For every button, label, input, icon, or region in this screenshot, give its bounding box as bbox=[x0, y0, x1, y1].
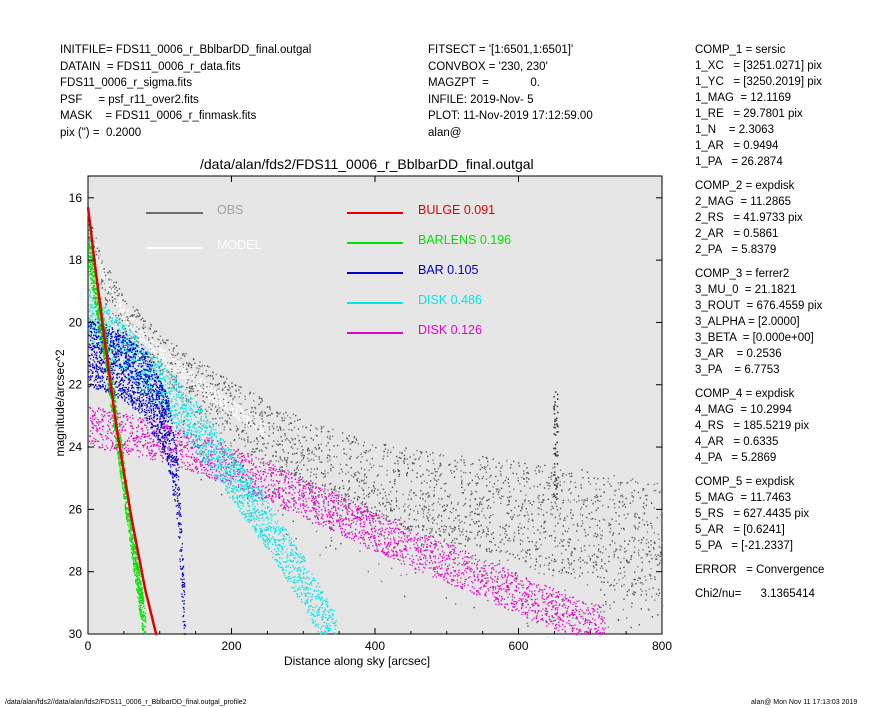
parameter-line: 2_MAG = 11.2865 bbox=[695, 196, 792, 208]
parameter-line: 4_RS = 185.5219 pix bbox=[695, 420, 810, 432]
parameter-line: 5_MAG = 11.7463 bbox=[695, 492, 792, 504]
parameter-line: 3_PA = 6.7753 bbox=[695, 364, 780, 376]
parameter-line: COMP_5 = expdisk bbox=[695, 476, 795, 488]
parameter-line: Chi2/nu= 3.1365414 bbox=[695, 588, 815, 600]
parameter-line: 3_ALPHA = [2.0000] bbox=[695, 316, 800, 328]
y-tick-label: 28 bbox=[69, 565, 83, 579]
header-line: PSF = psf_r11_over2.fits bbox=[60, 93, 199, 106]
y-tick-label: 22 bbox=[69, 378, 83, 392]
x-tick-label: 800 bbox=[652, 639, 672, 653]
parameter-line: 3_AR = 0.2536 bbox=[695, 348, 782, 360]
x-tick-label: 400 bbox=[365, 639, 385, 653]
header-line: INITFILE= FDS11_0006_r_BblbarDD_final.ou… bbox=[60, 44, 312, 56]
header-line: DATAIN = FDS11_0006_r_data.fits bbox=[60, 60, 241, 73]
header-middle-block: FITSECT = '[1:6501,1:6501]' CONVBOX = '23… bbox=[428, 42, 593, 142]
parameter-line: COMP_1 = sersic bbox=[695, 44, 786, 56]
parameter-line: COMP_3 = ferrer2 bbox=[695, 268, 790, 280]
parameter-line: 3_MU_0 = 21.1821 bbox=[695, 284, 797, 296]
parameter-line: COMP_2 = expdisk bbox=[695, 180, 795, 192]
header-line: pix (") = 0.2000 bbox=[60, 126, 142, 139]
header-line: MAGZPT = 0. bbox=[428, 77, 540, 90]
header-line: PLOT: 11-Nov-2019 17:12:59.00 bbox=[428, 110, 593, 123]
parameter-line: 3_ROUT = 676.4559 pix bbox=[695, 300, 823, 312]
header-line: INFILE: 2019-Nov- 5 bbox=[428, 93, 534, 106]
legend-label: BAR 0.105 bbox=[418, 263, 479, 277]
y-tick-label: 20 bbox=[69, 315, 83, 329]
x-tick-label: 200 bbox=[221, 639, 241, 653]
parameter-line: 5_AR = [0.6241] bbox=[695, 524, 785, 536]
legend-label: MODEL bbox=[217, 238, 262, 252]
y-tick-label: 24 bbox=[69, 440, 83, 454]
parameter-line: ERROR = Convergence bbox=[695, 564, 825, 576]
parameter-line: 5_RS = 627.4435 pix bbox=[695, 508, 810, 520]
header-left-block: INITFILE= FDS11_0006_r_BblbarDD_final.ou… bbox=[60, 42, 311, 142]
parameter-line: 5_PA = [-21.2337] bbox=[695, 540, 793, 552]
x-tick-label: 600 bbox=[508, 639, 528, 653]
header-line: CONVBOX = '230, 230' bbox=[428, 60, 548, 73]
parameter-line: 1_PA = 26.2874 bbox=[695, 156, 783, 168]
y-tick-label: 26 bbox=[69, 502, 83, 516]
parameter-line: 3_BETA = [0.000e+00] bbox=[695, 332, 814, 344]
y-axis-label: magnitude/arcsec^2 bbox=[53, 349, 67, 456]
legend-label: DISK 0.486 bbox=[418, 293, 482, 307]
plot-title: /data/alan/fds2/FDS11_0006_r_BblbarDD_fi… bbox=[200, 156, 534, 172]
header-line: FDS11_0006_r_sigma.fits bbox=[60, 77, 193, 90]
x-axis-label: Distance along sky [arcsec] bbox=[284, 654, 430, 668]
footer-file-path: /data/alan/fds2//data/alan/fds2/FDS11_00… bbox=[5, 699, 247, 706]
header-line: alan@ bbox=[428, 126, 462, 139]
parameter-line: 4_AR = 0.6335 bbox=[695, 436, 779, 448]
parameter-line: 1_N = 2.3063 bbox=[695, 124, 774, 136]
parameter-line: 1_XC = [3251.0271] pix bbox=[695, 60, 822, 72]
model-points bbox=[88, 222, 269, 439]
legend-label: BARLENS 0.196 bbox=[418, 233, 511, 247]
y-tick-label: 18 bbox=[69, 253, 83, 267]
y-tick-label: 16 bbox=[69, 191, 83, 205]
parameter-line: 4_PA = 5.2869 bbox=[695, 452, 777, 464]
parameter-line: 1_YC = [3250.2019] pix bbox=[695, 76, 822, 88]
legend-label: OBS bbox=[217, 203, 243, 217]
plot-area bbox=[87, 175, 663, 635]
header-line: FITSECT = '[1:6501,1:6501]' bbox=[428, 44, 574, 56]
footer-timestamp: alan@ Mon Nov 11 17:13:03 2019 bbox=[751, 699, 858, 706]
obs-points bbox=[88, 215, 664, 635]
parameter-line: 2_RS = 41.9733 pix bbox=[695, 212, 803, 224]
fit-parameters-panel: COMP_1 = sersic 1_XC = [3251.0271] pix 1_Y… bbox=[695, 42, 824, 602]
y-tick-label: 30 bbox=[69, 627, 83, 641]
parameter-line: 1_MAG = 12.1169 bbox=[695, 92, 792, 104]
bulge-line bbox=[86, 207, 158, 636]
parameter-line: 1_RE = 29.7801 pix bbox=[695, 108, 803, 120]
header-line: MASK = FDS11_0006_r_finmask.fits bbox=[60, 110, 257, 123]
parameter-line: 1_AR = 0.9494 bbox=[695, 140, 779, 152]
parameter-line: 2_PA = 5.8379 bbox=[695, 244, 777, 256]
x-tick-label: 0 bbox=[85, 639, 92, 653]
parameter-line: 4_MAG = 10.2994 bbox=[695, 404, 792, 416]
parameter-line: 2_AR = 0.5861 bbox=[695, 228, 779, 240]
legend-label: DISK 0.126 bbox=[418, 323, 482, 337]
legend-label: BULGE 0.091 bbox=[418, 203, 495, 217]
parameter-line: COMP_4 = expdisk bbox=[695, 388, 795, 400]
